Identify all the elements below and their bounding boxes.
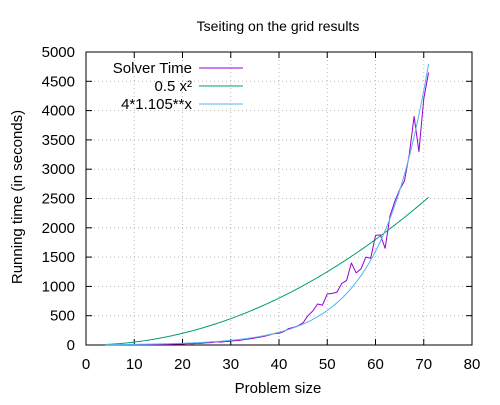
x-tick-label: 30 (222, 356, 239, 373)
x-tick-label: 10 (126, 356, 143, 373)
y-tick-label: 0 (67, 337, 75, 354)
series-line-4-1-105-x (105, 63, 430, 346)
legend-label-solver-time: Solver Time (113, 60, 192, 77)
y-tick-label: 5000 (42, 44, 75, 61)
legend-label-0-5-x: 0.5 x² (154, 78, 192, 95)
x-tick-label: 70 (415, 356, 432, 373)
y-tick-label: 2500 (42, 191, 75, 208)
grid-lines (86, 52, 472, 345)
x-tick-label: 40 (271, 356, 288, 373)
y-tick-label: 3000 (42, 161, 75, 178)
y-tick-label: 4000 (42, 103, 75, 120)
series-lines (105, 63, 430, 346)
x-tick-label: 60 (367, 356, 384, 373)
y-tick-label: 4500 (42, 73, 75, 90)
y-axis-label: Running time (in seconds) (9, 110, 26, 284)
y-tick-label: 1000 (42, 278, 75, 295)
x-tick-label: 50 (319, 356, 336, 373)
y-tick-label: 2000 (42, 220, 75, 237)
x-tick-label: 0 (82, 356, 90, 373)
x-axis-label: Problem size (235, 380, 322, 397)
y-tick-labels: 0 500 1000 1500 2000 2500 3000 3500 4000 4500 5000 (42, 44, 75, 354)
chart-title: Tseiting on the grid results (197, 18, 360, 34)
y-tick-label: 3500 (42, 132, 75, 149)
y-tick-label: 500 (50, 308, 75, 325)
legend-label-4-1-105-x: 4*1.105**x (121, 96, 192, 113)
x-tick-labels: 0 10 20 30 40 50 60 70 80 (82, 356, 481, 373)
series-line-0-5-x (105, 196, 429, 346)
y-tick-label: 1500 (42, 249, 75, 266)
x-tick-label: 20 (174, 356, 191, 373)
x-tick-label: 80 (464, 356, 481, 373)
